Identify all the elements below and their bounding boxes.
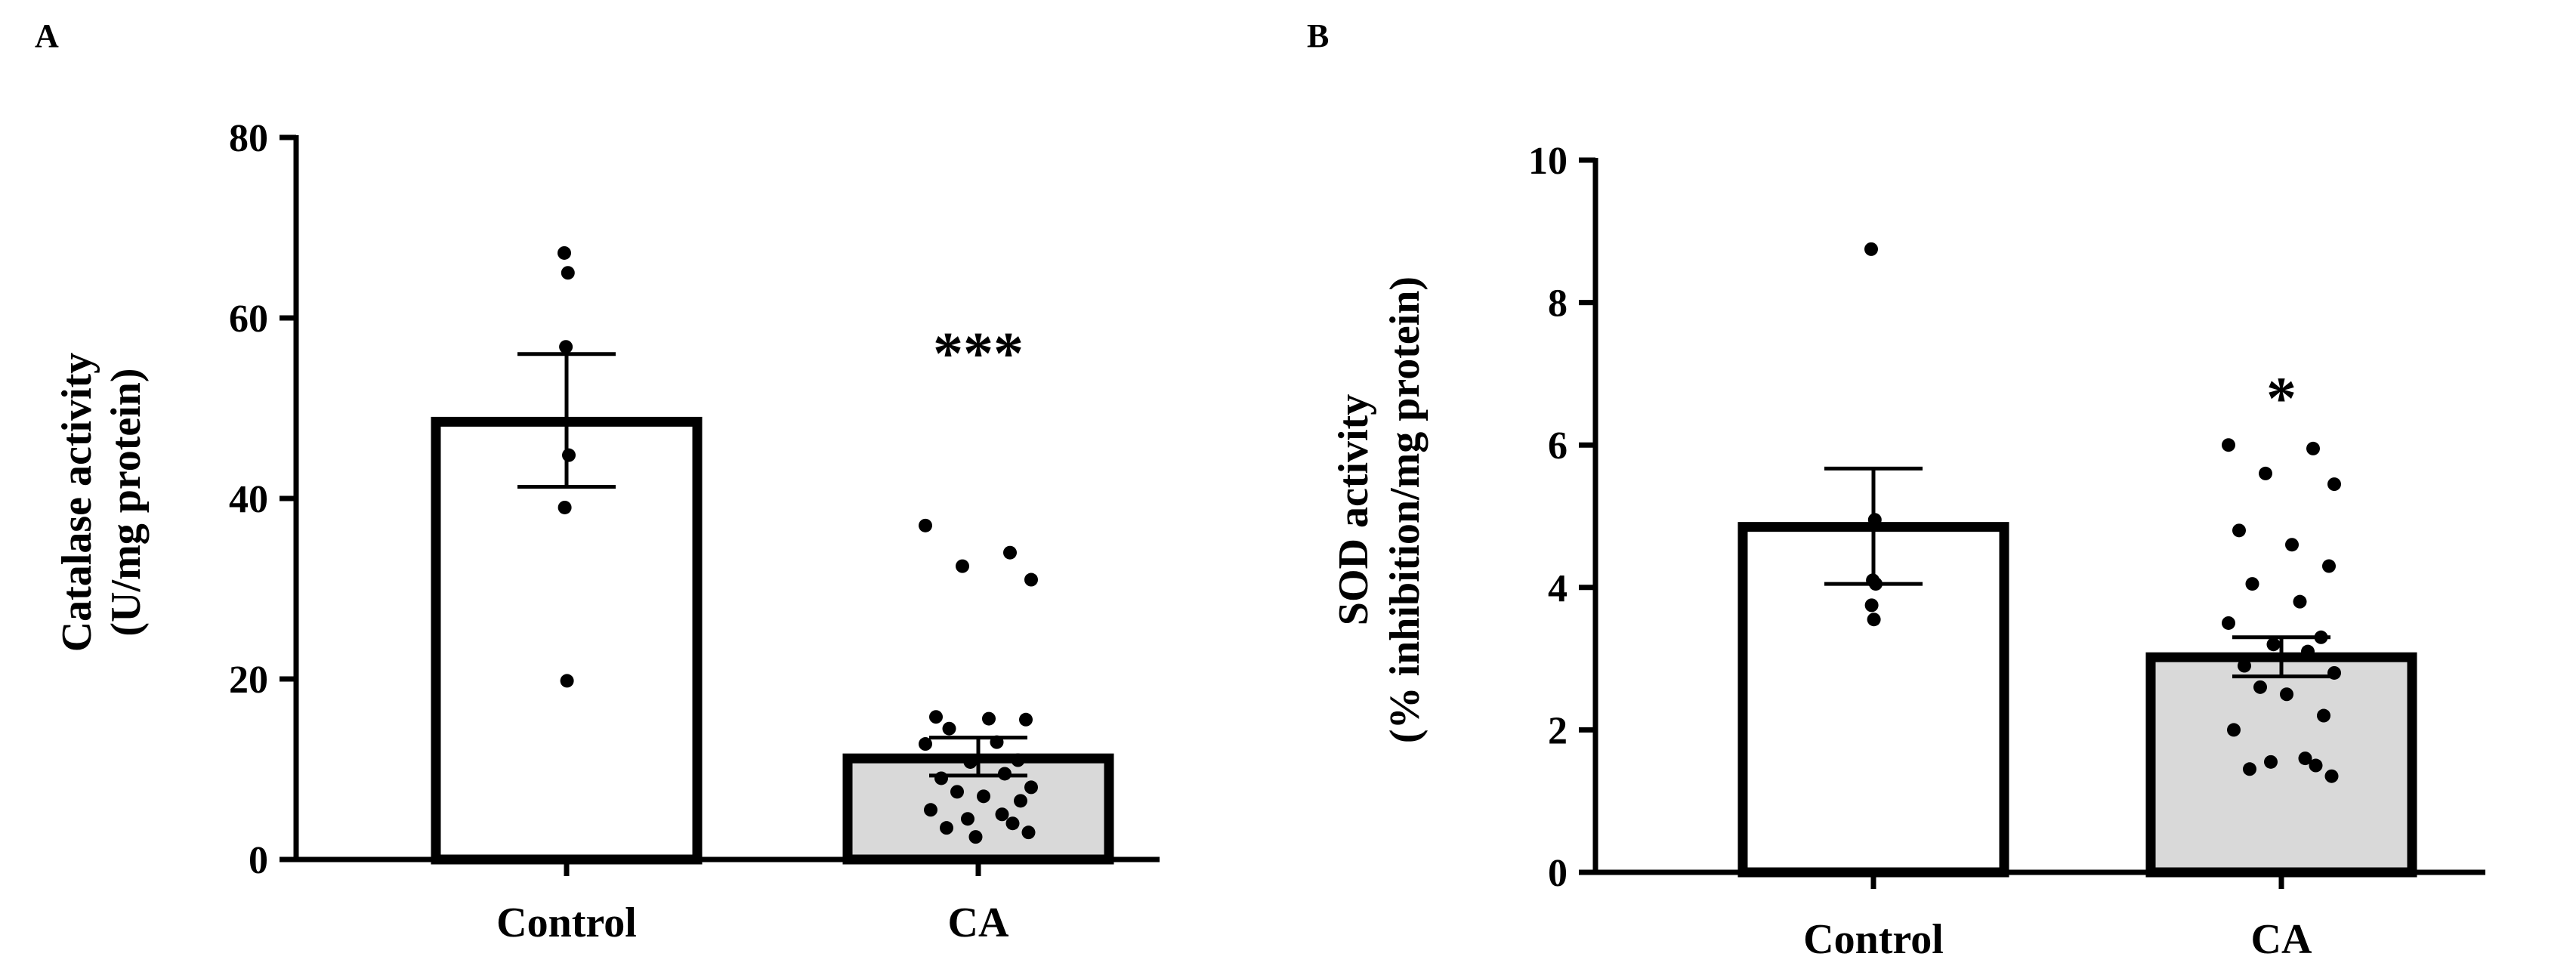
panel-a-letter: A [35, 17, 59, 54]
panel-a-point-control [561, 266, 575, 280]
panel-b-point-ca [2301, 644, 2315, 659]
panel-a-point-ca [1014, 794, 1027, 808]
panel-b-y-axis-title-line-2: (% inhibition/mg protein) [1382, 276, 1429, 743]
panel-a-point-ca [924, 803, 937, 817]
panel-b-point-ca [2317, 708, 2330, 723]
panel-b-plot-area: * 0 2 4 6 8 10 Control CA [1528, 140, 2485, 963]
panel-a-y-axis-title-line-1: Catalase activity [54, 353, 100, 653]
panel-a-y-tick-label: 80 [229, 117, 268, 160]
panel-a-bar-control [431, 416, 703, 865]
panel-b-y-tick-label: 2 [1548, 709, 1568, 752]
panel-b-y-tick-label: 10 [1528, 140, 1568, 183]
panel-a-point-ca [968, 830, 983, 844]
panel-b-x-tick-label-control: Control [1803, 916, 1944, 963]
panel-b-point-ca [2222, 438, 2235, 452]
panel-a-y-tick-label: 40 [229, 478, 268, 521]
panel-b-point-ca [2314, 630, 2328, 644]
panel-b-point-ca [2327, 665, 2341, 680]
panel-a-plot-area: *** 0 20 40 60 80 Control CA [229, 117, 1160, 946]
panel-a-y-tick-label: 60 [229, 298, 268, 341]
panel-b-bar-ca [2145, 652, 2417, 878]
panel-a-point-ca [998, 767, 1012, 781]
panel-a-point-control [560, 674, 574, 688]
panel-b-letter: B [1307, 17, 1329, 54]
panel-b-point-ca [2324, 769, 2339, 783]
panel-a-x-tick-label-ca: CA [948, 900, 1009, 946]
panel-b-point-ca [2253, 680, 2267, 694]
panel-b-y-tick-label: 8 [1548, 282, 1568, 326]
panel-b-x-tick-label-ca: CA [2251, 916, 2312, 963]
panel-b-point-control [1867, 613, 1881, 627]
panel-a-point-ca [919, 518, 932, 532]
panel-b-point-control [1864, 598, 1879, 613]
panel-a-point-ca [942, 721, 956, 736]
panel-a-point-ca [929, 710, 943, 724]
panel-a-point-ca [990, 735, 1004, 749]
panel-a-x-tick-label-control: Control [496, 900, 637, 946]
panel-b-point-ca [2285, 538, 2299, 552]
panel-a-point-control [558, 500, 572, 514]
panel-a-point-ca [995, 807, 1009, 822]
panel-b-point-ca [2280, 687, 2293, 702]
panel-b-point-ca [2266, 637, 2281, 652]
panel-b-point-control [1864, 242, 1878, 256]
panel-b-point-ca [2259, 466, 2272, 480]
panel-a-point-ca [961, 812, 974, 826]
panel-a-point-ca [963, 755, 978, 769]
panel-b-point-ca [2264, 755, 2278, 769]
panel-a-point-control [559, 340, 573, 354]
panel-b-y-tick-label: 4 [1548, 567, 1568, 610]
panel-a-point-ca [1003, 545, 1017, 560]
panel-b-significance-ca: * [2266, 366, 2296, 432]
panel-a-significance-ca: *** [933, 321, 1024, 387]
panel-a-point-ca [1005, 816, 1020, 831]
panel-a-point-ca [934, 771, 948, 785]
panel-a-point-ca [956, 559, 969, 573]
panel-b-point-ca [2238, 659, 2251, 673]
panel-a-point-ca [950, 785, 964, 799]
panel-a-point-ca [1011, 753, 1025, 767]
panel-a-point-control [562, 448, 576, 462]
panel-b-y-axis-title-line-1: SOD activity [1330, 394, 1377, 625]
panel-a: A Catalase activity (U/mg protein) *** 0 2… [35, 17, 1160, 946]
panel-b-point-control [1869, 577, 1883, 591]
panel-a-point-ca [1024, 572, 1038, 587]
panel-b-point-ca [2322, 559, 2336, 573]
panel-a-point-control [558, 245, 571, 260]
panel-a-y-tick-label: 20 [229, 659, 268, 702]
panel-b-point-control [1867, 513, 1882, 527]
panel-a-y-axis-title: Catalase activity (U/mg protein) [54, 353, 150, 653]
panel-b-point-ca [2232, 523, 2246, 538]
panel-b: B SOD activity (% inhibition/mg protein)… [1307, 17, 2485, 963]
panel-a-point-ca [940, 821, 953, 835]
panel-a-point-ca [977, 789, 990, 804]
panel-a-y-axis-title-line-2: (U/mg protein) [103, 368, 150, 636]
panel-b-y-axis-title: SOD activity (% inhibition/mg protein) [1330, 276, 1429, 743]
panel-a-point-ca [982, 711, 996, 726]
panel-b-point-ca [2222, 616, 2235, 630]
panel-a-point-ca [1021, 826, 1036, 840]
panel-a-point-ca [919, 737, 932, 751]
panel-b-point-ca [2227, 723, 2241, 737]
panel-b-point-ca [2309, 758, 2323, 773]
panel-b-y-tick-label: 0 [1548, 852, 1568, 895]
panel-b-point-ca [2306, 441, 2320, 455]
panel-a-point-ca [1024, 780, 1038, 795]
panel-b-point-ca [2293, 594, 2307, 609]
panel-b-point-ca [2243, 762, 2256, 776]
panel-b-y-tick-label: 6 [1548, 424, 1568, 468]
panel-a-point-ca [1019, 712, 1033, 727]
panel-b-point-ca [2327, 477, 2341, 492]
panel-a-y-tick-label: 0 [249, 839, 268, 882]
panel-b-point-ca [2245, 577, 2259, 591]
panel-b-point-ca [2298, 751, 2312, 766]
